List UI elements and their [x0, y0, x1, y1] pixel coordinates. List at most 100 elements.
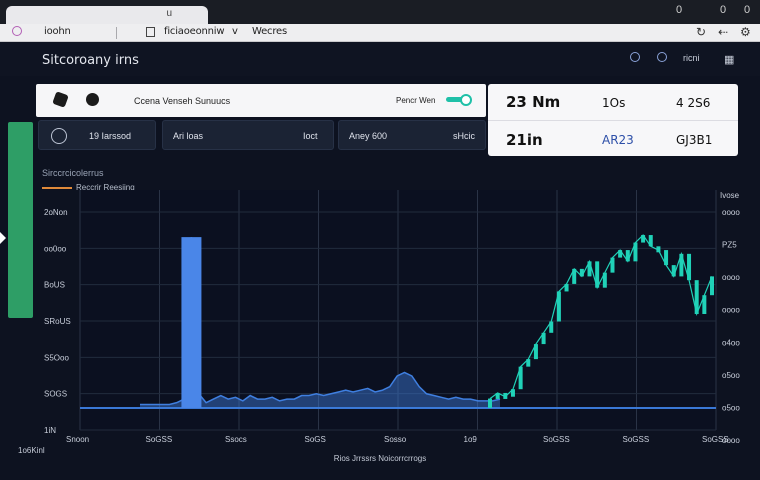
series-teal-candle: [518, 366, 523, 390]
back-icon[interactable]: ⇠: [718, 25, 729, 39]
x-tick-label: SoGSS: [623, 435, 650, 444]
maximize-icon[interactable]: 0: [720, 4, 727, 16]
series-teal-line: [489, 234, 713, 400]
chart-corner-label: 1o6Kinl: [18, 446, 45, 455]
y-axis-top-label: Ivose: [720, 191, 740, 200]
x-tick-label: SoGSS: [146, 435, 173, 444]
series-blue-spike: [181, 237, 202, 408]
series-teal-candle: [541, 332, 546, 345]
y-tick-label-left: 1iN: [44, 426, 56, 435]
y-tick-label-right: oooo: [722, 208, 740, 217]
toggle-track: [446, 97, 468, 102]
toolbar-item-1[interactable]: ioohn: [44, 26, 71, 37]
series-teal-candle: [648, 235, 653, 247]
sidebar-accent-bar[interactable]: [8, 122, 33, 318]
series-teal-candle: [488, 398, 492, 408]
y-tick-label-right: PZ5: [722, 241, 737, 250]
y-tick-label-left: SOGS: [44, 390, 67, 399]
segment-sub: Ioct: [303, 131, 318, 141]
series-teal-candle: [572, 268, 577, 284]
series-teal-candle: [656, 246, 661, 253]
browser-toolbar: ioohn ficiaoeonniw v Wecres ↻ ⇠ ⚙: [0, 24, 760, 42]
settings-icon[interactable]: ⚙: [740, 25, 751, 39]
x-tick-label: SoGSS: [702, 435, 729, 444]
expand-arrow-icon[interactable]: [0, 232, 6, 244]
y-tick-label-right: oooo: [722, 273, 740, 282]
app-title: Sitcoroany irns: [42, 53, 139, 68]
segment-label: 19 Iarssod: [89, 131, 132, 141]
x-tick-label: 1o9: [464, 435, 478, 444]
stat-value: 21in: [506, 131, 543, 149]
app-header: Sitcoroany irns ricni ▦: [0, 42, 760, 76]
series-teal-candle: [687, 253, 692, 281]
grid-icon[interactable]: ▦: [724, 54, 735, 66]
series-teal-candle: [633, 242, 638, 262]
x-tick-label: SoGS: [305, 435, 326, 444]
stat-value: 23 Nm: [506, 93, 561, 111]
legend-swatch: [42, 186, 72, 189]
gear-icon[interactable]: [630, 52, 640, 62]
series-teal-candle: [694, 280, 699, 314]
segment-button-2[interactable]: Ari loas Ioct: [162, 120, 334, 150]
segment-button-3[interactable]: Aney 600 sHcic: [338, 120, 486, 150]
y-tick-label-right: o5oo: [722, 403, 740, 412]
tab-close-icon[interactable]: u: [166, 8, 172, 19]
y-tick-label-right: oooo: [722, 436, 740, 445]
series-teal-candle: [641, 235, 646, 243]
y-tick-label-left: S5Ooo: [44, 353, 69, 362]
series-teal-candle: [664, 250, 669, 266]
clock-icon[interactable]: [657, 52, 667, 62]
toolbar-item-4[interactable]: Wecres: [252, 26, 288, 37]
series-teal-candle: [618, 250, 623, 258]
controls-label: Ccena Venseh Sunuucs: [134, 96, 231, 106]
series-teal-candle: [679, 253, 684, 277]
browser-tabstrip: u 0 0 0: [0, 0, 760, 24]
y-tick-label-left: oo0oo: [44, 244, 67, 253]
minimize-icon[interactable]: 0: [676, 4, 683, 16]
x-tick-label: Ssocs: [225, 435, 247, 444]
header-text[interactable]: ricni: [683, 53, 700, 63]
series-teal-candle: [625, 250, 630, 262]
segment-sub: sHcic: [453, 131, 475, 141]
refresh-icon[interactable]: ↻: [696, 25, 707, 39]
stat-value: GJ3B1: [676, 133, 713, 147]
series-teal-candle: [595, 261, 600, 288]
segment-icon: [51, 128, 67, 144]
series-teal-candle: [710, 276, 714, 296]
chart-x-axis-label: Rios Jrrssrs Noicorrcrrogs: [333, 454, 427, 463]
chart-legend: Reccrir Reesiing: [42, 183, 135, 192]
stats-divider: [488, 120, 738, 121]
x-tick-label: SoGSS: [543, 435, 570, 444]
stat-value: 1Os: [602, 96, 626, 110]
toggle-switch[interactable]: [446, 94, 472, 106]
toolbar-item-2[interactable]: ficiaoeonniw: [164, 26, 225, 37]
series-teal-candle: [579, 268, 584, 277]
y-tick-label-left: BoUS: [44, 281, 65, 290]
series-teal-candle: [526, 359, 531, 367]
toolbar-item-3[interactable]: v: [232, 26, 238, 37]
y-tick-label-right: oooo: [722, 306, 740, 315]
toggle-label: Pencr Wen: [396, 96, 436, 105]
segment-button-1[interactable]: 19 Iarssod: [38, 120, 156, 150]
series-teal-candle: [533, 344, 538, 360]
stats-card: 23 Nm 1Os 4 2S6 21in AR23 GJ3B1: [488, 84, 738, 156]
series-teal-candle: [610, 257, 615, 273]
toolbar-separator: [116, 27, 117, 39]
browser-tab[interactable]: u: [6, 6, 208, 24]
close-window-icon[interactable]: 0: [744, 4, 751, 16]
segment-label: Aney 600: [349, 131, 388, 141]
toggle-knob: [460, 94, 472, 106]
chart-subtitle: Sirccrcicolerrus: [42, 168, 104, 178]
series-teal-candle: [587, 261, 592, 277]
series-teal-candle: [702, 295, 707, 314]
stat-value: 4 2S6: [676, 96, 711, 110]
record-icon[interactable]: [86, 93, 99, 106]
series-teal-candle: [510, 389, 515, 397]
profile-icon[interactable]: [12, 26, 22, 36]
controls-panel: Ccena Venseh Sunuucs Pencr Wen: [36, 84, 486, 117]
page-icon: [146, 27, 155, 37]
x-tick-label: Sosso: [384, 435, 407, 444]
series-teal-candle: [602, 272, 607, 288]
